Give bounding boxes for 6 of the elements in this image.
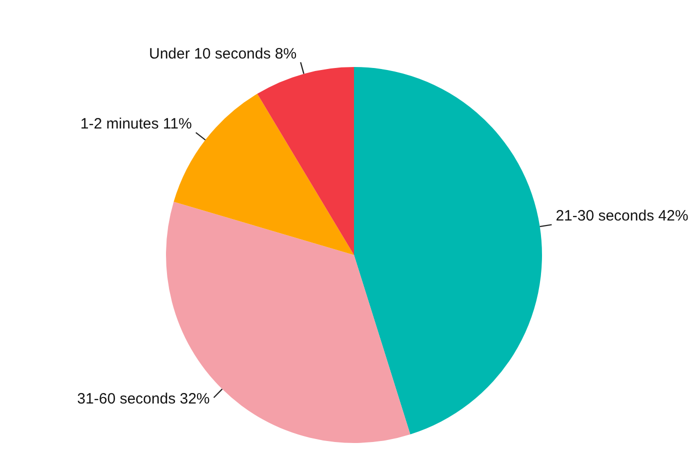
slice-label: 31-60 seconds 32% — [77, 390, 210, 408]
pie-slice — [354, 67, 542, 434]
slice-label: 21-30 seconds 42% — [556, 208, 688, 225]
slice-label: Under 10 seconds 8% — [149, 45, 297, 62]
slice-label: 1-2 minutes 11% — [80, 116, 192, 133]
pie-slice — [257, 67, 354, 255]
